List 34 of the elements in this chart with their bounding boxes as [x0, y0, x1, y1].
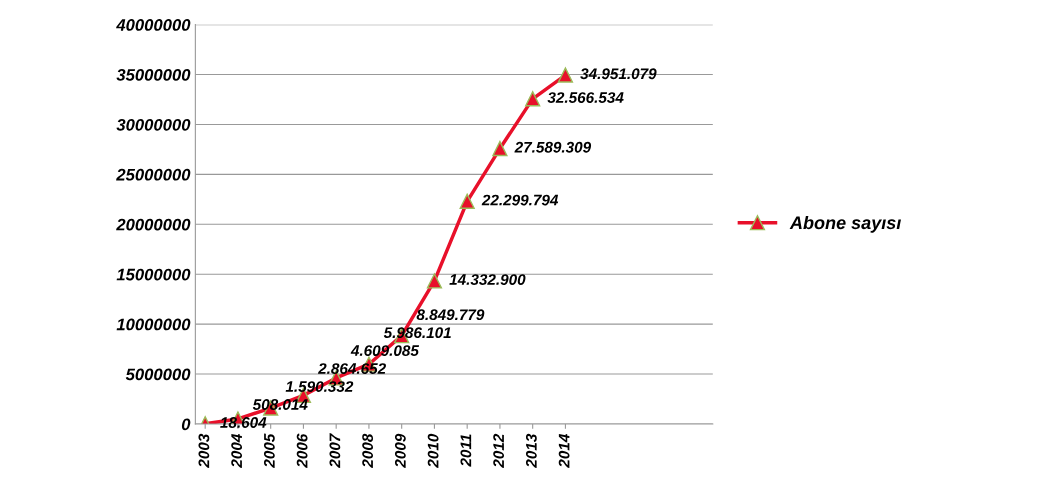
- x-tick-label: 2007: [329, 433, 341, 468]
- legend-label: Abone sayısı: [789, 215, 901, 233]
- y-tick-label: 5000000: [125, 368, 191, 381]
- data-label: 27.589.309: [514, 141, 592, 153]
- y-tick-label: 30000000: [116, 118, 191, 131]
- point: [459, 193, 475, 209]
- data-label: 22.299.794: [481, 194, 559, 206]
- point: [426, 273, 443, 289]
- point: [557, 67, 574, 83]
- y-tick-label: 40000000: [116, 19, 191, 31]
- x-tick-label: 2010: [427, 433, 439, 468]
- y-tick-label: 35000000: [116, 68, 191, 81]
- x-tick-label: 2005: [263, 433, 275, 468]
- y-tick-label: 15000000: [116, 268, 191, 281]
- data-label: 18.604: [220, 417, 267, 428]
- data-label: 34.951.079: [580, 68, 657, 80]
- point: [525, 91, 541, 107]
- y-tick-label: 20000000: [116, 218, 191, 231]
- data-label: 14.332.900: [449, 274, 526, 285]
- y-tick-label: 10000000: [116, 318, 191, 331]
- x-tick-label: 2009: [394, 433, 406, 468]
- x-tick-label: 2006: [296, 433, 308, 468]
- x-tick-label: 2012: [493, 433, 505, 468]
- x-tick-label: 2004: [231, 433, 243, 468]
- y-tick-label: 0: [181, 418, 191, 431]
- data-label: 32.566.534: [547, 92, 624, 103]
- x-tick-label: 2003: [198, 433, 210, 468]
- x-tick-label: 2013: [525, 433, 537, 468]
- x-tick-label: 2008: [362, 433, 374, 468]
- x-tick-label: 2014: [558, 433, 570, 468]
- y-tick-label: 25000000: [116, 168, 191, 181]
- x-tick-label: 2011: [460, 434, 472, 467]
- data-label: 8.849.779: [416, 309, 485, 321]
- point: [492, 140, 508, 157]
